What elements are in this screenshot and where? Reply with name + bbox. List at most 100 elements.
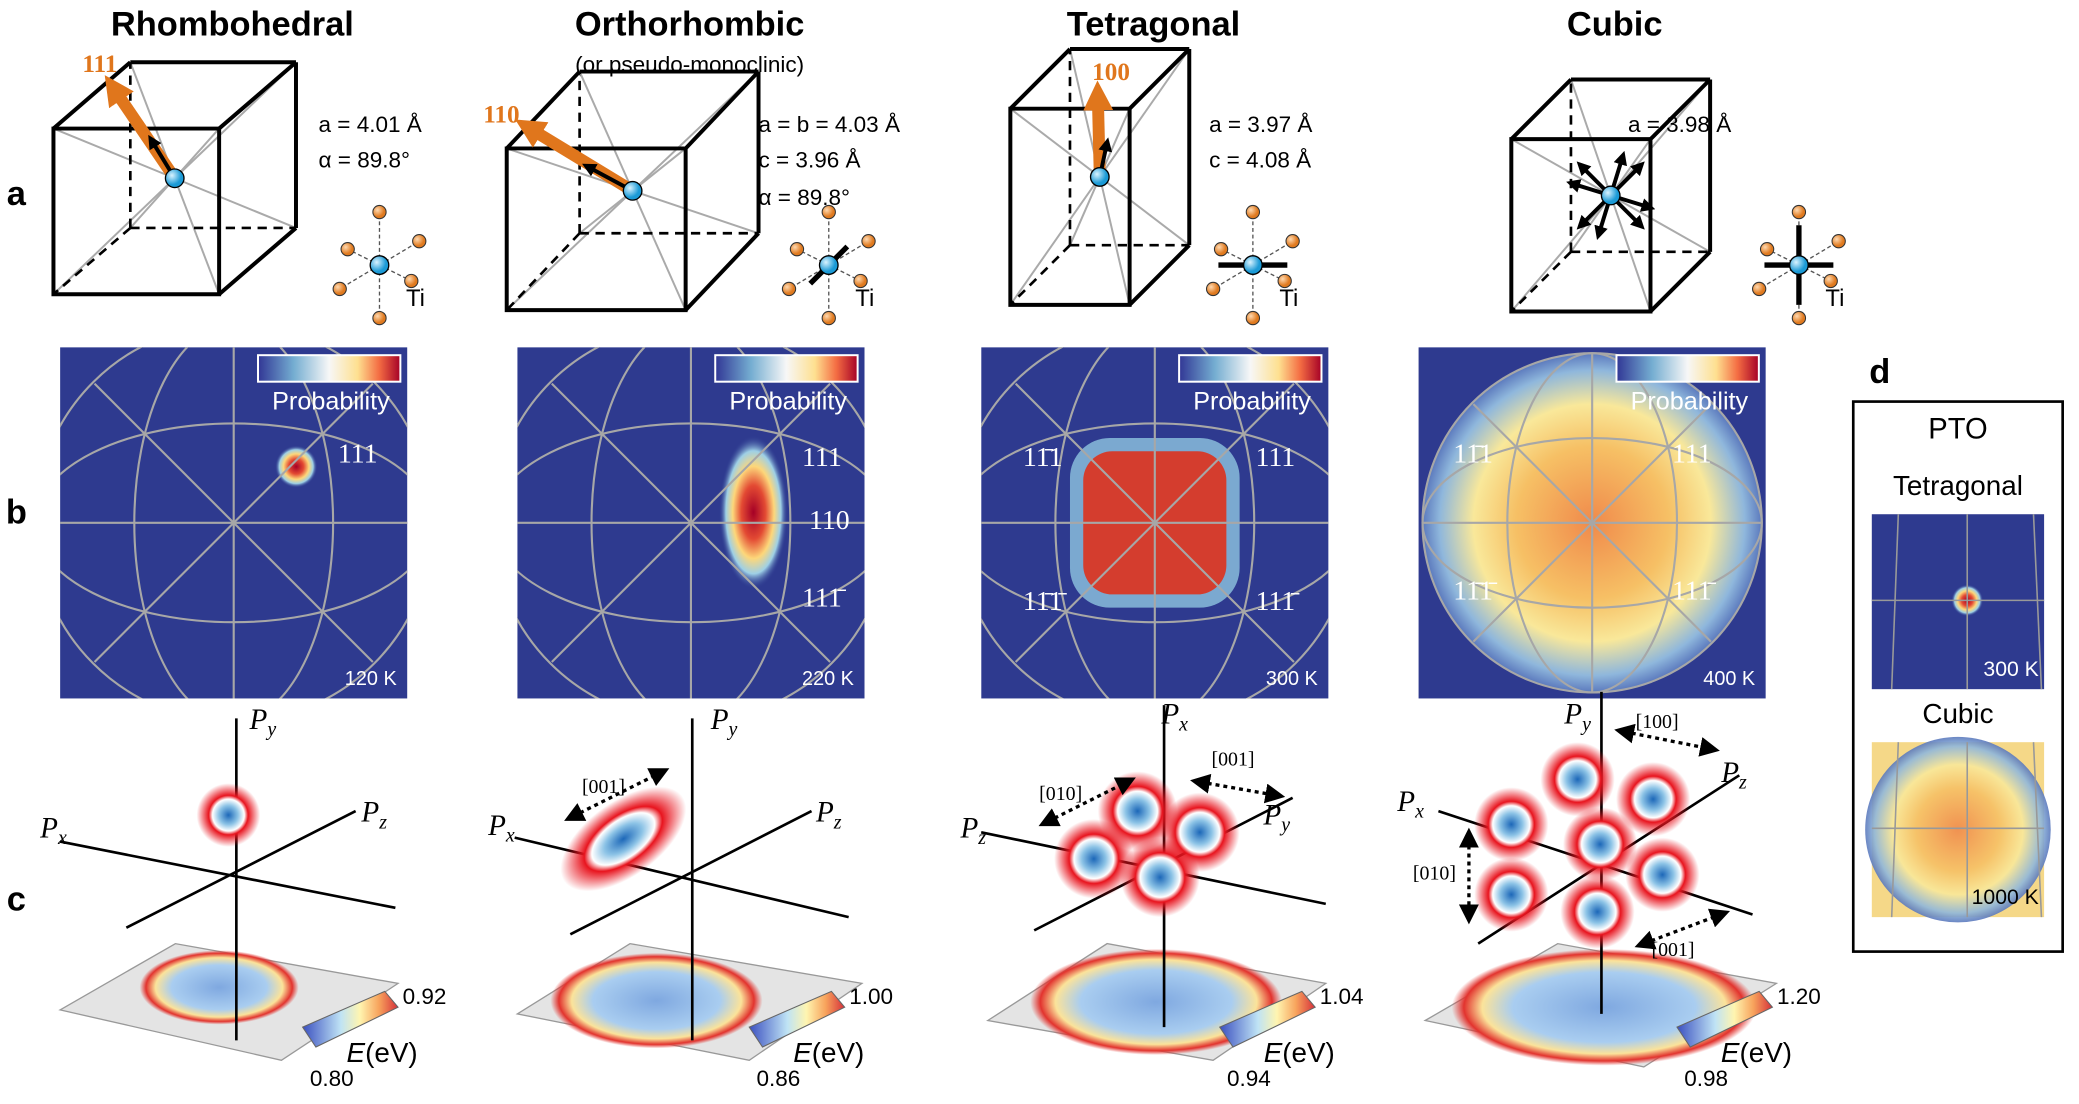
hotspot xyxy=(718,435,788,590)
panel-label: a xyxy=(7,175,27,213)
direction-label: [001] xyxy=(1651,939,1694,961)
map-legend: Probability xyxy=(272,388,390,416)
cube-edge xyxy=(52,60,132,131)
direction-label: 100 xyxy=(1092,59,1130,86)
map-colorbar xyxy=(257,354,402,383)
direction-arrow xyxy=(1038,777,1136,827)
cube-diagonal xyxy=(506,190,634,311)
energy-ring xyxy=(550,952,763,1049)
axis-symbol: P xyxy=(360,797,379,829)
cube-diagonal xyxy=(632,189,759,235)
direction-arrow xyxy=(1634,908,1731,950)
oxygen-atom xyxy=(1245,310,1261,326)
cube-diagonal xyxy=(53,127,176,180)
axis-label: Py xyxy=(1563,699,1591,736)
oxygen-atom xyxy=(404,273,419,289)
direction-label: 110 xyxy=(809,505,850,536)
direction-label: 11̄1 xyxy=(1453,439,1493,470)
cube-diagonal xyxy=(129,177,176,229)
lattice-parameter: a = b = 4.03 Å xyxy=(759,112,900,137)
oxygen-atom xyxy=(853,273,868,289)
cube-edge xyxy=(1509,78,1573,141)
axis-subscript: y xyxy=(727,719,738,741)
direction-label: 11̄1̄ xyxy=(1023,586,1068,617)
oxygen-atom xyxy=(1213,242,1229,257)
axis-symbol: P xyxy=(1396,786,1415,818)
direction-label: 111 xyxy=(1256,442,1296,473)
cube-edge xyxy=(217,226,298,296)
cube-edge xyxy=(1649,250,1712,313)
cube-edge xyxy=(1128,243,1191,307)
axis-label: Px xyxy=(1396,786,1424,823)
temperature: 300 K xyxy=(1266,668,1319,690)
axis-label: Px xyxy=(487,810,515,847)
direction-label: [001] xyxy=(582,776,625,798)
polarization-arrow xyxy=(1083,80,1114,178)
cube-edge xyxy=(684,70,760,150)
direction-arrow xyxy=(1190,773,1286,804)
column-title: Tetragonal xyxy=(1067,6,1240,44)
cube-diagonal xyxy=(1609,195,1652,312)
axis-symbol: P xyxy=(249,704,268,736)
probability-map xyxy=(1418,347,1766,699)
axis-symbol: P xyxy=(1720,757,1739,789)
probability-map xyxy=(517,347,865,699)
stereo-line xyxy=(1014,382,1295,663)
hotspot xyxy=(274,445,318,488)
polarization-blob xyxy=(196,783,261,847)
axis-symbol: P xyxy=(710,704,729,736)
oxygen-atom xyxy=(821,204,836,220)
energy-symbol: E xyxy=(1721,1037,1740,1068)
direction-label: 11̄1̄ xyxy=(1453,575,1498,606)
axis-label: Py xyxy=(710,704,738,741)
ti-atom xyxy=(369,255,390,276)
energy-unit: (eV) xyxy=(1282,1037,1335,1068)
column-title: Orthorhombic xyxy=(575,6,805,44)
cube-diagonal xyxy=(174,177,297,229)
direction-arrow xyxy=(1614,723,1720,757)
cube-diagonal xyxy=(1069,176,1101,246)
direction-label: [010] xyxy=(1039,783,1082,805)
lattice-parameter: a = 3.97 Å xyxy=(1209,112,1312,137)
axis-symbol: P xyxy=(1160,699,1179,731)
oxygen-atom xyxy=(372,310,387,326)
axis-subscript: y xyxy=(1279,814,1290,836)
cube-diagonal xyxy=(1099,176,1190,246)
axis-label: Py xyxy=(249,704,277,741)
direction-label: 110 xyxy=(483,101,519,128)
polarization-blob xyxy=(1540,742,1615,817)
oxygen-atom xyxy=(412,234,427,249)
oxygen-atom xyxy=(781,281,797,297)
ti-atom xyxy=(1788,255,1809,276)
oxygen-atom xyxy=(1831,234,1846,249)
energy-symbol: E xyxy=(347,1037,366,1068)
map-legend: Probability xyxy=(1193,388,1311,416)
energy-colorbar xyxy=(748,990,846,1048)
lattice-parameter: c = 4.08 Å xyxy=(1209,148,1311,173)
colorbar-title: E(eV) xyxy=(1721,1037,1792,1068)
axis-symbol: P xyxy=(1563,699,1582,731)
direction-label: 11̄1 xyxy=(1023,442,1063,473)
temperature: 400 K xyxy=(1703,668,1756,690)
map-colorbar xyxy=(1615,354,1760,383)
stereo-line xyxy=(1472,403,1712,643)
direction-label: 111 xyxy=(802,442,842,473)
colorbar-title: E(eV) xyxy=(1264,1037,1335,1068)
direction-label: [001] xyxy=(1211,748,1254,770)
direction-label: 111 xyxy=(338,439,378,470)
direction-label: 111̄ xyxy=(1256,586,1301,617)
panel-label: d xyxy=(1869,353,1890,391)
ti-atom xyxy=(818,255,839,276)
oxygen-atom xyxy=(1205,281,1221,297)
temperature: 1000 K xyxy=(1972,886,2039,909)
cube-diagonal xyxy=(1009,176,1101,306)
direction-label: 111̄ xyxy=(1672,575,1717,606)
polarization-blob xyxy=(1120,837,1200,918)
map-colorbar xyxy=(1178,354,1323,383)
axis-subscript: z xyxy=(378,811,387,833)
axis-label: Py xyxy=(1262,799,1290,836)
lattice-parameter: α = 89.8° xyxy=(319,148,411,173)
panel-d-title: PTO xyxy=(1928,413,1987,445)
axis-label: Px xyxy=(39,813,67,850)
